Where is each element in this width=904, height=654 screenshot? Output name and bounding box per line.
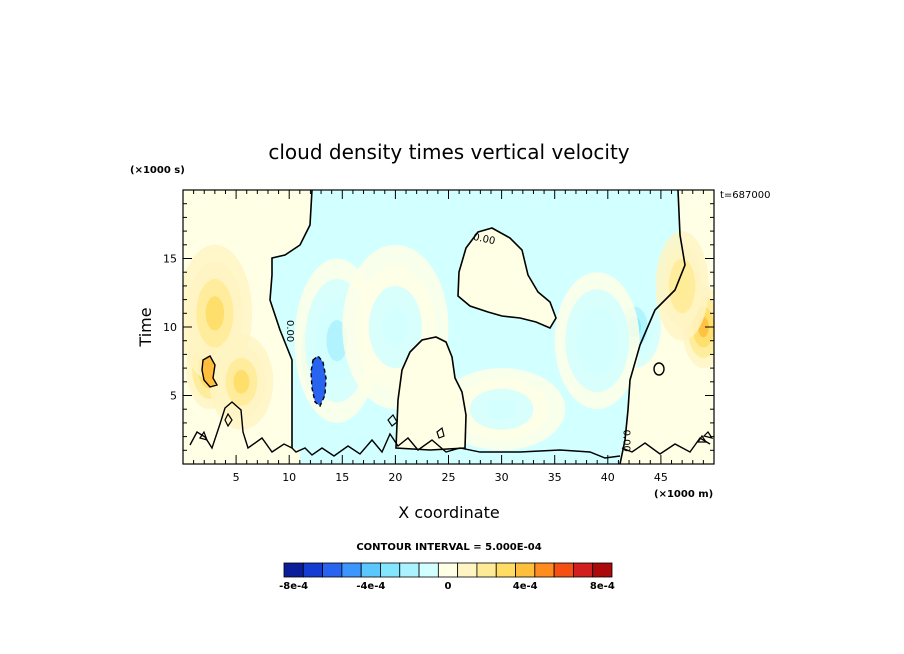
colorbar-swatch (322, 562, 343, 578)
x-tick-label: 45 (654, 471, 668, 484)
colorbar-labels: -8e-4 -4e-4 0 4e-4 8e-4 (279, 581, 615, 592)
contour-closed-negative-center (310, 355, 327, 408)
colorbar-tick-label: 0 (445, 581, 452, 592)
x-unit-label: (×1000 m) (654, 489, 713, 500)
contour-small-loops-right (696, 431, 714, 443)
colorbar-tick-label: -8e-4 (279, 581, 308, 592)
field-blob-positive-2-3 (233, 369, 250, 394)
x-tick-label: 35 (548, 471, 562, 484)
contour-label: 0.00 (284, 320, 295, 342)
field-blobs (183, 231, 714, 451)
y-tick-label: 15 (163, 253, 177, 266)
colorbar-swatch (553, 562, 574, 578)
x-tick-label: 5 (233, 471, 240, 484)
zero-contour-lower-right (621, 437, 711, 455)
colorbar-swatch (515, 562, 536, 578)
colorbar-swatch (457, 562, 478, 578)
contour-closed-positive-left (201, 355, 219, 388)
plot-area (183, 190, 714, 464)
colorbar (283, 562, 613, 578)
colorbar-tick-label: -4e-4 (356, 581, 385, 592)
y-axis-ticks: 5 10 15 (163, 203, 714, 451)
x-tick-label: 30 (495, 471, 509, 484)
y-tick-label: 5 (170, 390, 177, 403)
x-tick-label: 20 (388, 471, 402, 484)
colorbar-swatch (495, 562, 516, 578)
contour-label: 0.00 (621, 430, 632, 452)
colorbar-swatch (380, 562, 401, 578)
x-tick-label: 15 (335, 471, 349, 484)
colorbar-swatch (573, 562, 594, 578)
zero-contour-right (619, 190, 686, 464)
colorbar-swatch (418, 562, 439, 578)
colorbar-swatch (534, 562, 555, 578)
y-unit-label: (×1000 s) (130, 165, 185, 176)
colorbar-tick-label: 8e-4 (590, 581, 615, 592)
colorbar-swatch (302, 562, 323, 578)
chart-title: cloud density times vertical velocity (268, 140, 629, 164)
positive-pocket-upper (457, 227, 557, 330)
contour-small-loops-left (199, 412, 445, 441)
field-blob-positive-1-3 (205, 296, 225, 331)
contour-label: 0.00 (472, 232, 496, 247)
contour-small-ring (653, 362, 665, 376)
x-tick-label: 10 (282, 471, 296, 484)
colorbar-swatch (360, 562, 381, 578)
y-tick-label: 10 (163, 321, 177, 334)
contour-labels: 0.00 0.00 0.00 (284, 232, 632, 452)
field-blob-negative-8-3 (326, 320, 348, 362)
contour-interval-label: CONTOUR INTERVAL = 5.000E-04 (356, 542, 541, 553)
x-tick-label: 25 (442, 471, 456, 484)
positive-pocket-center (395, 336, 467, 451)
zero-contour-bottom (291, 432, 621, 459)
zero-contour-left (269, 190, 313, 448)
field-blob-negative-10-3 (586, 323, 608, 358)
x-axis-label: X coordinate (398, 503, 499, 522)
colorbar-swatch (592, 562, 613, 578)
y-axis-label: Time (136, 307, 155, 347)
colorbar-swatch (283, 562, 304, 578)
field-blob-negative-11-3 (485, 398, 518, 420)
x-axis-ticks: 5 10 15 20 25 30 35 40 45 (193, 190, 704, 484)
timestamp-label: t=687000 (720, 190, 770, 201)
colorbar-swatch (341, 562, 362, 578)
colorbar-tick-label: 4e-4 (513, 581, 538, 592)
colorbar-swatch (476, 562, 497, 578)
x-tick-label: 40 (601, 471, 615, 484)
colorbar-swatch (437, 562, 459, 578)
colorbar-swatch (399, 562, 420, 578)
field-blob-negative-12-3 (382, 306, 409, 348)
